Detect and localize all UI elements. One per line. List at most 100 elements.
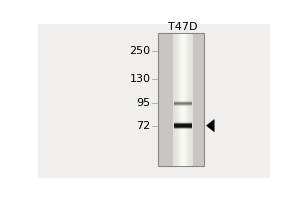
Bar xyxy=(158,24,204,33)
Bar xyxy=(174,100,192,102)
Bar xyxy=(174,103,192,105)
Bar xyxy=(182,34,183,166)
Bar xyxy=(183,34,184,166)
Bar xyxy=(174,103,192,105)
Bar xyxy=(181,34,182,166)
Bar xyxy=(174,100,192,102)
Bar xyxy=(158,33,204,166)
Bar xyxy=(192,34,193,166)
Bar xyxy=(188,34,189,166)
Bar xyxy=(174,34,175,166)
Bar xyxy=(174,104,192,106)
Bar xyxy=(180,34,181,166)
Bar xyxy=(174,34,175,166)
Bar xyxy=(186,34,187,166)
Bar xyxy=(175,34,176,166)
Bar xyxy=(173,122,192,124)
Bar xyxy=(173,34,174,166)
Bar xyxy=(174,102,192,104)
Bar xyxy=(189,34,190,166)
Polygon shape xyxy=(206,119,214,132)
Text: 130: 130 xyxy=(130,74,151,84)
Bar xyxy=(173,125,192,128)
Bar xyxy=(185,34,186,166)
Bar xyxy=(174,106,192,108)
Bar xyxy=(173,124,192,126)
Bar xyxy=(192,34,193,166)
Bar xyxy=(174,103,192,105)
Bar xyxy=(188,34,189,166)
Bar xyxy=(186,34,187,166)
Bar xyxy=(173,127,192,129)
Text: T47D: T47D xyxy=(168,22,198,32)
Bar xyxy=(173,128,192,130)
Bar xyxy=(173,123,192,125)
Bar xyxy=(173,126,192,128)
Bar xyxy=(174,101,192,103)
Text: 72: 72 xyxy=(136,121,151,131)
Bar xyxy=(185,34,186,166)
Bar xyxy=(174,105,192,107)
Bar xyxy=(174,102,192,104)
Bar xyxy=(173,126,192,129)
Bar xyxy=(174,34,175,166)
Bar xyxy=(173,126,192,128)
Bar xyxy=(180,34,181,166)
Bar xyxy=(174,105,192,107)
Bar xyxy=(158,166,204,178)
Bar xyxy=(187,34,188,166)
Bar xyxy=(173,121,192,123)
Bar xyxy=(173,124,192,127)
Bar xyxy=(190,34,191,166)
Bar xyxy=(178,34,179,166)
Bar xyxy=(187,34,188,166)
Bar xyxy=(182,34,183,166)
Bar xyxy=(173,121,192,123)
Bar xyxy=(173,124,192,126)
Bar xyxy=(176,34,177,166)
Bar xyxy=(174,101,192,103)
Bar xyxy=(183,34,184,166)
Bar xyxy=(174,102,192,104)
Bar xyxy=(189,34,190,166)
Bar xyxy=(184,34,185,166)
Bar xyxy=(190,34,191,166)
Bar xyxy=(173,125,192,127)
Bar xyxy=(176,34,177,166)
Bar xyxy=(184,34,185,166)
Bar xyxy=(173,125,192,127)
Bar xyxy=(173,124,192,126)
Bar xyxy=(173,121,192,123)
Bar xyxy=(173,125,192,127)
Bar xyxy=(187,34,188,166)
Bar xyxy=(191,34,192,166)
Bar xyxy=(173,122,192,125)
Bar xyxy=(173,123,192,125)
Bar xyxy=(191,34,192,166)
Bar xyxy=(173,121,192,124)
Bar xyxy=(173,123,192,126)
Bar xyxy=(179,34,180,166)
Bar xyxy=(38,24,158,178)
Bar xyxy=(177,34,178,166)
Bar xyxy=(177,34,178,166)
Bar xyxy=(178,34,179,166)
Bar xyxy=(173,34,174,166)
Bar xyxy=(181,34,182,166)
Bar xyxy=(174,104,192,106)
Bar xyxy=(174,101,192,103)
Bar xyxy=(173,128,192,130)
Bar xyxy=(173,127,192,129)
Bar xyxy=(182,34,183,166)
Bar xyxy=(204,24,270,178)
Bar xyxy=(178,34,179,166)
Bar xyxy=(174,104,192,106)
Bar xyxy=(179,34,180,166)
Bar xyxy=(175,34,176,166)
Bar xyxy=(174,100,192,102)
Bar xyxy=(173,127,192,130)
Bar xyxy=(173,128,192,131)
Bar xyxy=(173,122,192,125)
Bar xyxy=(174,99,192,101)
Bar xyxy=(174,105,192,107)
